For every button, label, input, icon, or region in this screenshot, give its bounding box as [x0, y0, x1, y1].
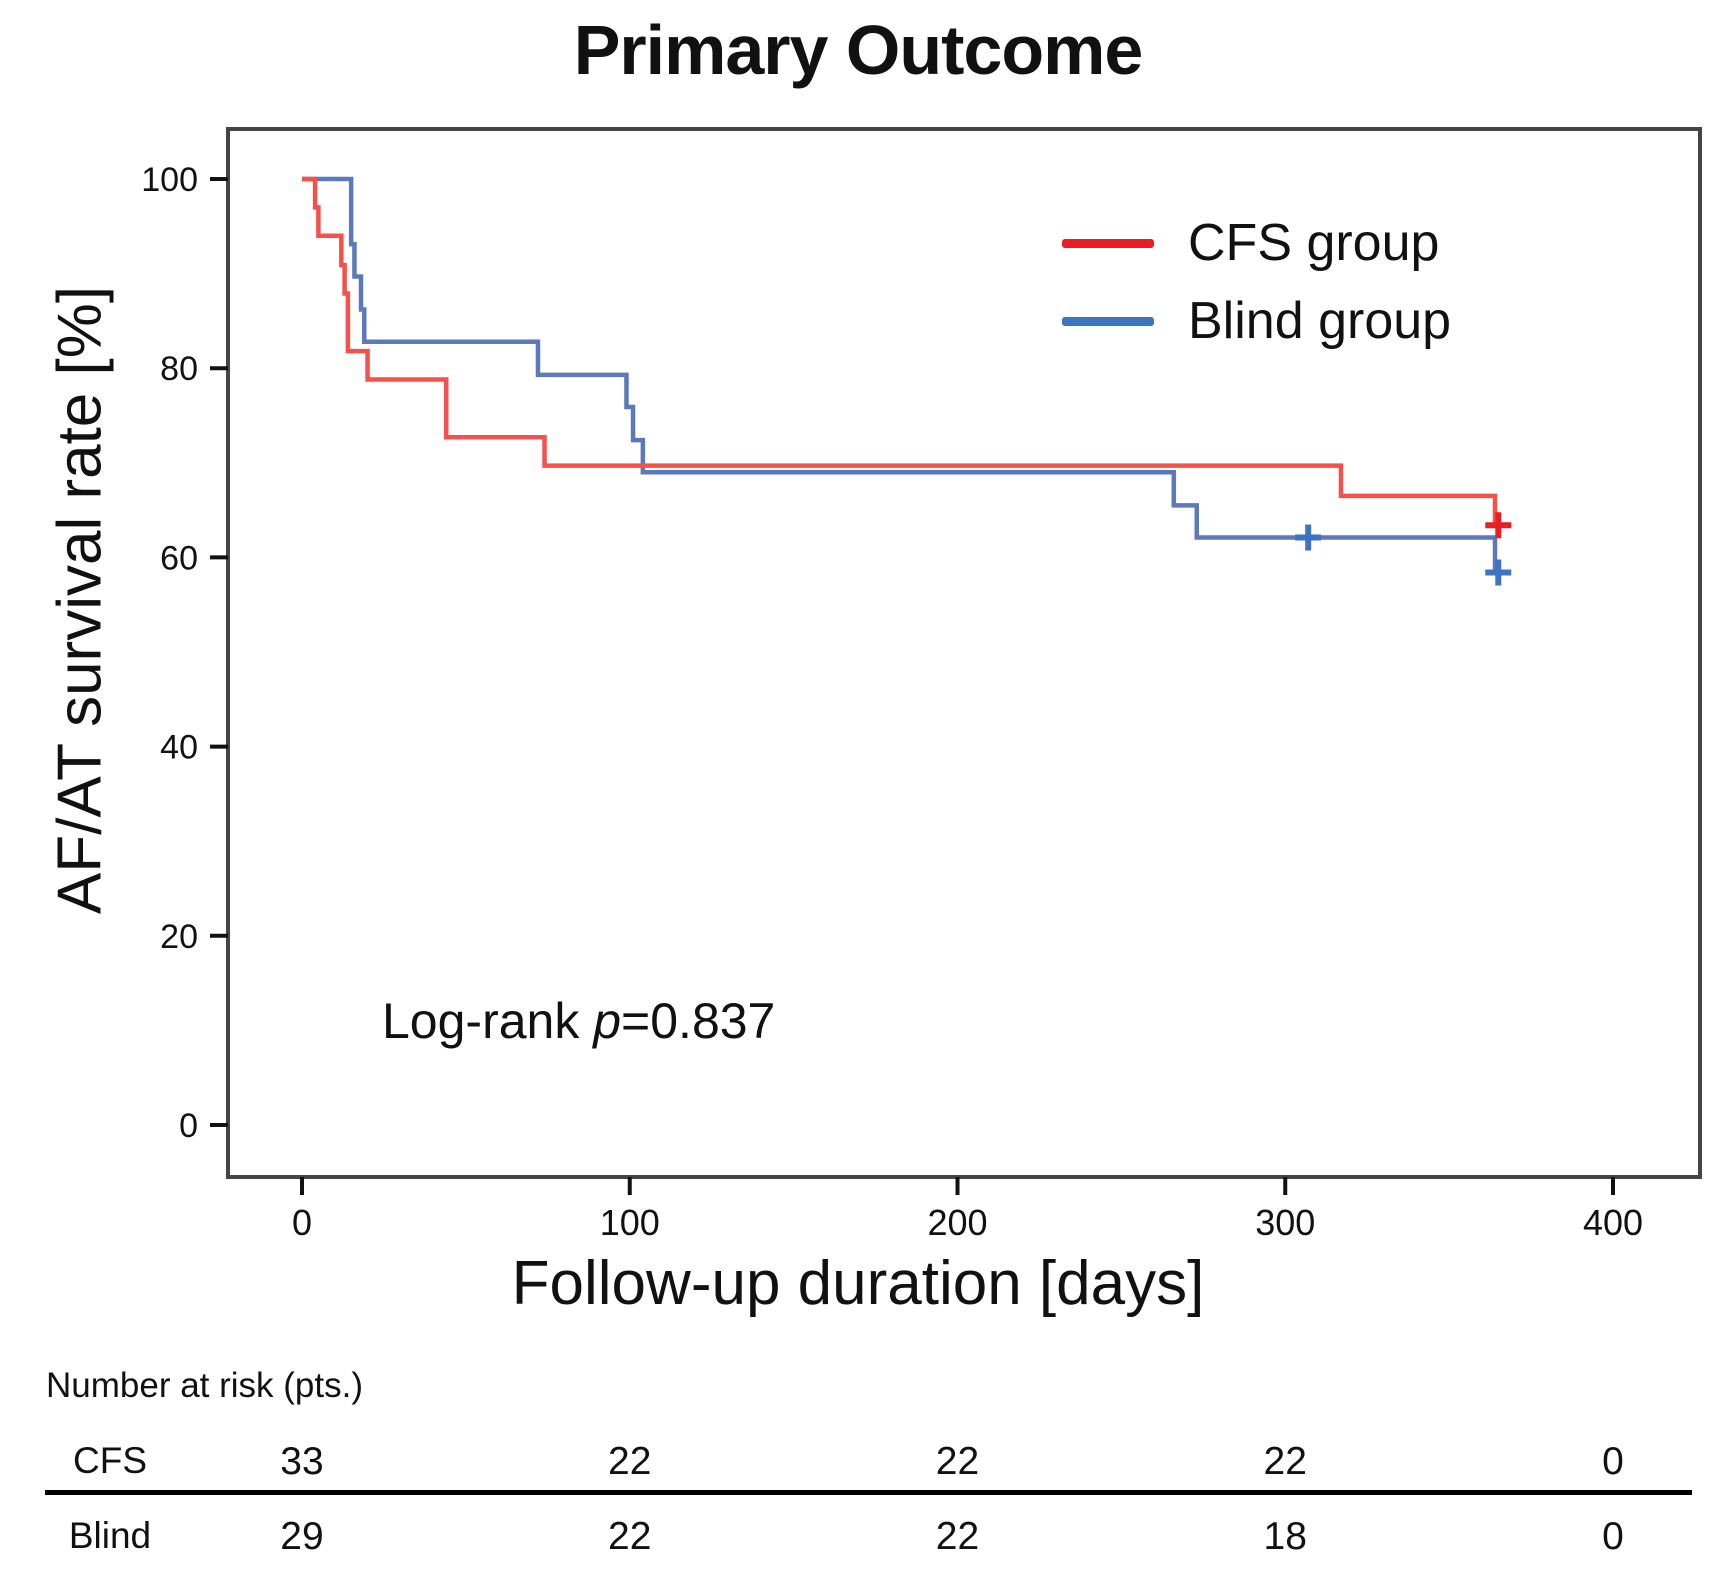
- x-axis-title: Follow-up duration [days]: [511, 1249, 1205, 1318]
- risk-count: 22: [608, 1440, 652, 1483]
- x-tick-label: 300: [1255, 1202, 1315, 1243]
- series-cfs-group: [302, 176, 1502, 528]
- log-rank-prefix: Log-rank: [382, 993, 594, 1049]
- legend-item: CFS group: [1062, 204, 1451, 282]
- series-blind-group: [302, 176, 1502, 575]
- risk-count: 18: [1263, 1515, 1307, 1558]
- legend-label: Blind group: [1188, 292, 1452, 350]
- number-at-risk-header: Number at risk (pts.): [46, 1366, 363, 1405]
- y-tick-label: 0: [179, 1107, 198, 1145]
- risk-count: 22: [608, 1515, 652, 1558]
- risk-row-label: Blind: [68, 1515, 152, 1556]
- legend-item: Blind group: [1062, 282, 1451, 360]
- y-tick-label: 80: [160, 350, 198, 388]
- y-tick-label: 20: [160, 918, 198, 956]
- x-tick-label: 200: [927, 1202, 987, 1243]
- x-tick-label: 400: [1583, 1202, 1643, 1243]
- risk-row-label: CFS: [73, 1440, 147, 1481]
- legend-line-swatch: [1062, 238, 1154, 248]
- risk-row-cfs: CFS 33 22 22 22 0: [0, 1440, 1716, 1488]
- risk-count: 22: [1263, 1440, 1307, 1483]
- log-rank-p-symbol: p: [593, 993, 622, 1049]
- legend: CFS group Blind group: [1062, 204, 1451, 360]
- risk-count: 33: [280, 1440, 324, 1483]
- x-tick-label: 100: [600, 1202, 660, 1243]
- risk-count: 0: [1602, 1440, 1624, 1483]
- x-tick-label: 0: [292, 1202, 312, 1243]
- risk-table-divider: [45, 1490, 1692, 1495]
- risk-row-blind: Blind 29 22 22 18 0: [0, 1515, 1716, 1563]
- y-tick-label: 60: [160, 539, 198, 577]
- risk-count: 0: [1602, 1515, 1624, 1558]
- y-tick-label: 40: [160, 729, 198, 767]
- legend-line-swatch: [1062, 316, 1154, 326]
- risk-count: 22: [935, 1440, 980, 1483]
- log-rank-value: =0.837: [621, 993, 776, 1049]
- risk-count: 22: [935, 1515, 980, 1558]
- risk-count: 29: [280, 1515, 324, 1558]
- legend-label: CFS group: [1188, 214, 1440, 272]
- chart-title: Primary Outcome: [573, 11, 1144, 89]
- y-tick-label: 100: [141, 161, 198, 199]
- log-rank-annotation: Log-rank p=0.837: [382, 992, 775, 1050]
- plot-border: [226, 127, 1702, 1179]
